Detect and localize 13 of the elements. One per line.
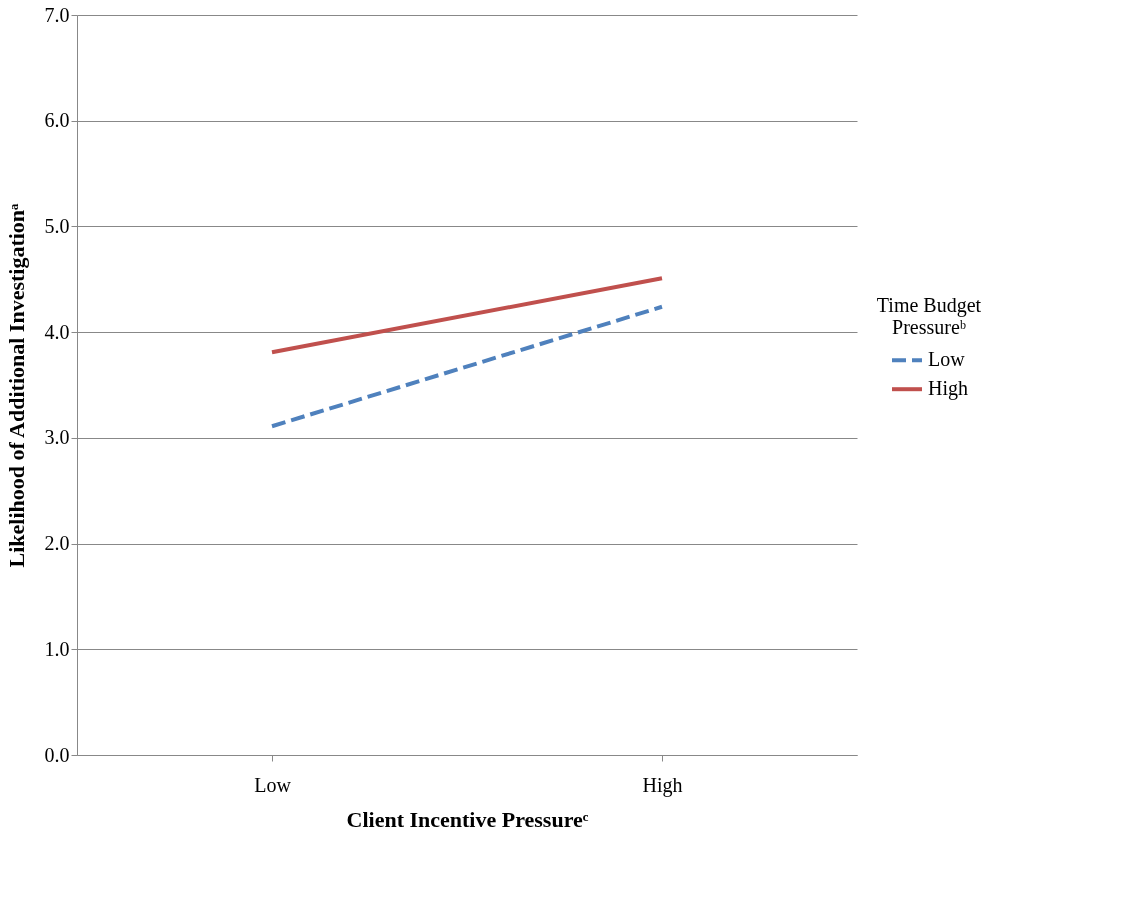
y-tick-label: 0.0 [44, 743, 70, 766]
legend-title: Time Budget Pressureᵇ [876, 294, 982, 339]
y-tick-label: 6.0 [44, 109, 70, 132]
y-tick-label: 5.0 [44, 214, 70, 237]
y-tick-label: 7.0 [44, 3, 70, 26]
y-tick-label: 2.0 [44, 532, 70, 555]
x-axis-title: Client Incentive Pressureᶜ [346, 806, 589, 832]
legend-label: High [928, 377, 968, 401]
y-tick-label: 4.0 [44, 320, 70, 343]
y-tick-label: 1.0 [44, 637, 70, 660]
y-axis-title: Likelihood of Additional Investigationᵃ [3, 202, 29, 568]
legend-label: Low [928, 348, 966, 371]
y-tick-label: 3.0 [44, 426, 70, 449]
